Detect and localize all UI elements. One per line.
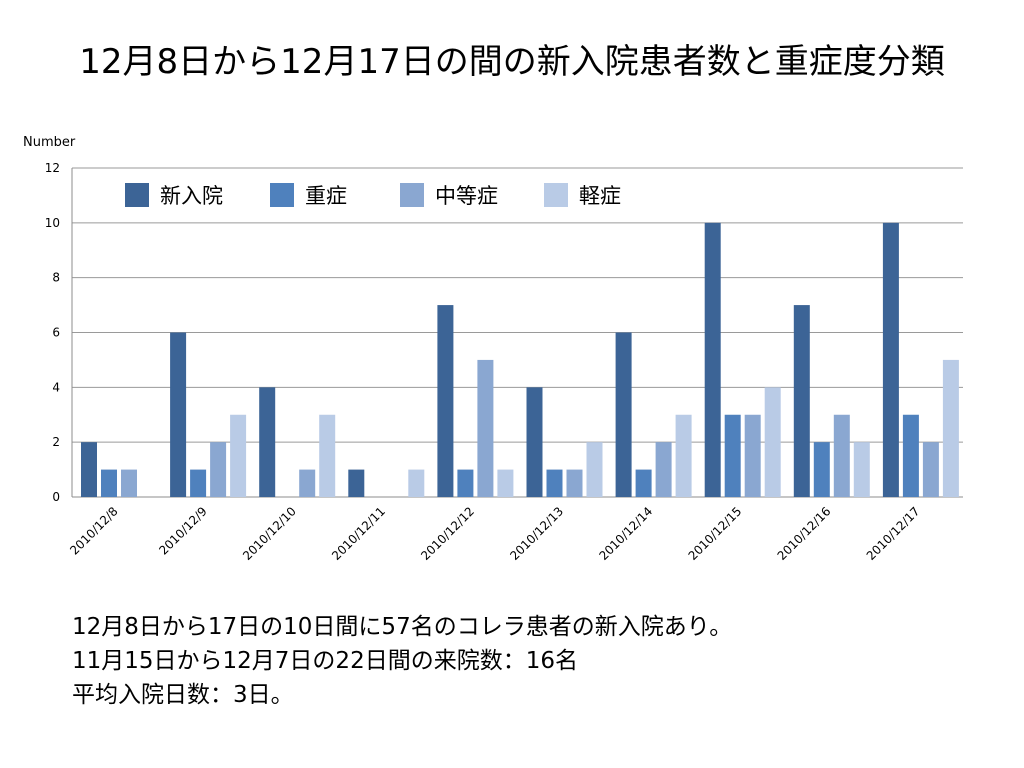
bar (882, 222, 899, 498)
bar (675, 414, 692, 497)
bar (497, 469, 514, 497)
bar (744, 414, 761, 497)
bar (190, 469, 207, 497)
legend-label: 軽症 (579, 184, 621, 208)
bar (813, 442, 830, 497)
bar (922, 442, 939, 497)
bar (457, 469, 474, 497)
x-tick-label: 2010/12/9 (156, 504, 209, 557)
bar (408, 469, 425, 497)
legend-label: 新入院 (160, 184, 223, 208)
bar (902, 414, 919, 497)
bar (853, 442, 870, 497)
bar (526, 387, 543, 497)
bar (477, 359, 494, 497)
note-line-1: 12月8日から17日の10日間に57名のコレラ患者の新入院あり。 (72, 614, 733, 640)
legend-label: 重症 (305, 184, 347, 208)
bar (121, 469, 137, 497)
legend-swatch (400, 183, 424, 207)
y-tick-label: 0 (52, 490, 60, 504)
legend-swatch (544, 183, 568, 207)
bar (655, 442, 672, 497)
x-tick-label: 2010/12/10 (240, 504, 299, 563)
notes: 12月8日から17日の10日間に57名のコレラ患者の新入院あり。 11月15日か… (72, 610, 732, 712)
y-tick-label: 8 (52, 271, 60, 285)
bar (615, 332, 632, 497)
bar (793, 305, 810, 497)
legend-label: 中等症 (435, 184, 498, 208)
bar (101, 469, 117, 497)
x-tick-label: 2010/12/11 (329, 504, 388, 563)
bar (942, 359, 959, 497)
note-line-3: 平均入院日数：3日。 (72, 682, 294, 708)
x-tick-label: 2010/12/8 (67, 504, 120, 557)
slide-title: 12月8日から12月17日の間の新入院患者数と重症度分類 (79, 42, 945, 82)
y-tick-label: 4 (52, 380, 60, 394)
bar (348, 469, 365, 497)
bar (635, 469, 652, 497)
legend-swatch (270, 183, 294, 207)
note-line-2: 11月15日から12月7日の22日間の来院数：16名 (72, 648, 578, 674)
x-tick-label: 2010/12/15 (686, 504, 745, 563)
y-tick-label: 6 (52, 326, 60, 340)
x-tick-label: 2010/12/16 (775, 504, 834, 563)
bar (259, 387, 276, 497)
bar (546, 469, 563, 497)
x-tick-label: 2010/12/13 (507, 504, 566, 563)
y-tick-label: 10 (45, 216, 60, 230)
bar (586, 442, 603, 497)
bar (299, 469, 316, 497)
bar (724, 414, 741, 497)
bar (81, 442, 97, 497)
bar-chart: 0 2 4 6 8 10 12 Number 2010/12/8 2010/12/9 2010/12… (23, 135, 963, 563)
bar (210, 442, 227, 497)
bar (319, 414, 336, 497)
x-tick-label: 2010/12/12 (418, 504, 477, 563)
bar (230, 414, 247, 497)
bar (764, 387, 781, 497)
bar (833, 414, 850, 497)
y-tick-label: 2 (52, 435, 60, 449)
y-tick-label: 12 (45, 161, 60, 175)
x-tick-label: 2010/12/17 (864, 504, 923, 563)
bar (170, 332, 187, 497)
y-axis-label: Number (23, 135, 76, 150)
bar (566, 469, 583, 497)
legend-swatch (125, 183, 149, 207)
bar (437, 305, 454, 497)
x-tick-label: 2010/12/14 (596, 504, 655, 563)
bar (704, 222, 721, 498)
